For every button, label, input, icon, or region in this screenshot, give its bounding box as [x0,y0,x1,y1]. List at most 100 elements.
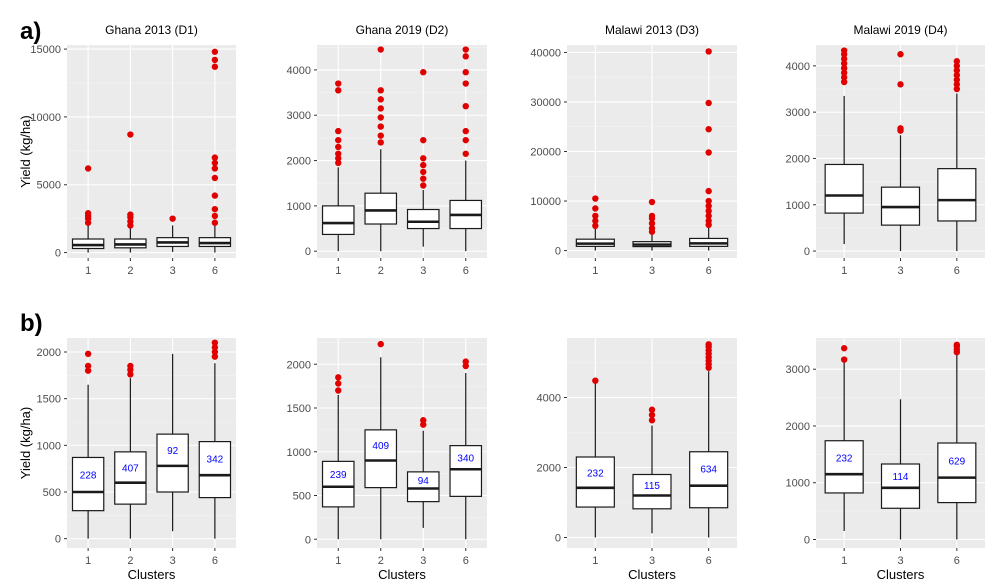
outlier-point [211,348,219,356]
outlier-point [840,55,848,63]
y-tick-label: 5000 [37,180,61,192]
outlier-point [648,198,656,206]
outlier-point [211,339,219,346]
outlier-point [592,217,599,225]
x-tick-label: 6 [706,265,712,277]
outlier-point [953,62,961,70]
outlier-point [648,411,656,419]
outlier-point [84,210,92,217]
outlier-point [420,182,427,189]
sample-count-label: 232 [587,468,604,479]
x-tick-label: 6 [954,265,960,277]
y-tick-label: 2000 [287,359,311,371]
outlier-point [462,150,469,157]
y-tick-label: 0 [55,248,61,260]
outlier-point [377,123,384,130]
sample-count-label: 634 [700,465,717,476]
box-1: 228 [71,350,105,539]
chart-panel-3: 0 10000 20000 30000 40000 1 3 6 Malawi 2013 (D3) [530,23,737,277]
y-tick-label: 1000 [37,440,61,452]
x-tick-label: 6 [463,555,469,567]
outlier-point [377,340,384,348]
outlier-point [127,371,134,378]
outlier-point [592,222,599,230]
outlier-point [377,96,384,103]
box-1: 239 [321,374,355,540]
box-6: 342 [198,339,232,539]
outlier-point [335,159,342,167]
y-tick-label: 2000 [37,347,61,359]
box-3 [632,198,672,251]
x-tick-label: 2 [378,265,384,277]
x-tick-label: 3 [649,555,655,567]
box-iqr [449,445,483,497]
x-tick-label: 6 [706,555,712,567]
outlier-point [462,358,469,365]
y-tick-label: 4000 [287,65,311,77]
box-3 [406,68,440,247]
x-tick-label: 3 [170,555,176,567]
outlier-point [377,87,384,94]
outlier-point [335,143,342,151]
x-tick-label: 1 [335,265,341,277]
box-2: 407 [114,362,147,539]
panel-title: Ghana 2013 (D1) [105,23,198,37]
outlier-point [420,175,427,182]
outlier-point [127,131,134,138]
outlier-point [211,63,219,70]
outlier-point [377,46,384,53]
outlier-point [592,195,599,202]
outlier-point [953,67,961,74]
outlier-point [705,48,712,55]
outlier-point [420,136,427,144]
sample-count-label: 232 [836,453,853,464]
box-iqr [824,163,864,214]
sample-count-label: 239 [330,470,347,481]
x-axis-label: Clusters [128,567,176,582]
y-tick-label: 1000 [287,201,311,213]
outlier-point [377,114,384,121]
outlier-point [462,127,469,135]
outlier-point [705,99,712,107]
y-tick-label: 10000 [530,196,561,208]
chart-panel-1: 0 5000 10000 15000 1 2 3 6 Ghana 2013 (D1) Yield … [18,23,236,277]
chart-panel-4: 0 1000 2000 3000 4000 1 3 6 Malawi 2019 (D4) [786,23,985,277]
sample-count-label: 342 [207,454,224,465]
outlier-point [705,212,712,220]
chart-panel-5: 0 500 1000 1500 2000 1 2 3 6 228 407 92 342 Clusters Y… [18,338,236,582]
x-tick-label: 1 [841,555,847,567]
outlier-point [705,197,712,205]
outlier-point [335,387,342,394]
outlier-point [648,212,656,220]
box-iqr [406,208,440,230]
box-3: 94 [406,417,440,528]
y-tick-label: 0 [804,534,810,546]
box-1 [71,165,105,253]
box-iqr [406,471,440,503]
outlier-point [897,51,904,58]
box-iqr [321,460,355,508]
y-tick-label: 3000 [786,364,810,376]
chart-panel-7: 0 2000 4000 1 3 6 232 115 634 Clusters [537,338,737,582]
box-iqr [114,451,147,505]
box-6 [937,58,977,252]
x-tick-label: 3 [649,265,655,277]
outlier-point [648,225,656,232]
outlier-point [377,132,384,139]
outlier-point [420,68,427,76]
outlier-point [211,219,219,226]
outlier-point [648,406,656,413]
outlier-point [211,344,219,351]
x-tick-label: 2 [127,265,133,277]
outlier-point [335,150,342,157]
box-iqr [364,429,398,489]
outlier-point [897,81,904,88]
box-1 [321,80,355,252]
outlier-point [705,207,712,215]
outlier-point [420,417,427,424]
sample-count-label: 340 [457,453,474,464]
outlier-point [335,136,342,144]
y-tick-label: 1000 [786,478,810,490]
sample-count-label: 94 [418,476,430,487]
outlier-point [953,71,961,79]
